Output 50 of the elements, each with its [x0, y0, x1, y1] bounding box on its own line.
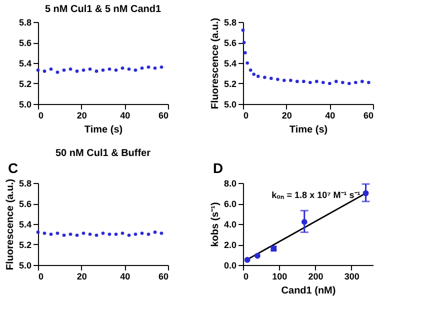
y-tick-label: 5.8 [224, 18, 236, 28]
point [254, 252, 260, 259]
y-axis-title: Fluorescence (a.u.) [210, 18, 221, 110]
y-tick-label: 5.6 [18, 199, 32, 209]
y-tick-label: 5.2 [18, 240, 32, 250]
x-tick-label: 40 [325, 110, 336, 120]
x-tick-label: 40 [120, 272, 130, 282]
text: D [213, 160, 224, 176]
y-tick-label: 5.4 [18, 220, 32, 230]
y-axis-title: kobs (s⁻¹) [210, 202, 221, 247]
y-tick-label: 2.0 [224, 240, 236, 250]
x-tick-label: 0 [244, 272, 249, 282]
y-tick-label: 5.4 [224, 58, 236, 68]
x-tick-label: 0 [38, 272, 44, 282]
x-tick-label: 60 [363, 110, 374, 120]
y-tick-label: 5.0 [224, 100, 236, 110]
x-tick-label: 100 [272, 272, 288, 282]
x-axis-title: Cand1 (nM) [281, 286, 336, 296]
x-tick-label: 40 [120, 110, 130, 120]
y-tick-label: 5.6 [18, 38, 32, 48]
y-tick-label: 5.4 [18, 58, 32, 68]
x-tick-label: 20 [282, 110, 292, 120]
x-tick-label: 60 [158, 272, 168, 282]
y-tick-label: 5.6 [224, 38, 236, 48]
annotation: kₒₙ = 1.8 x 10⁷ M⁻¹ s⁻¹ [272, 190, 360, 200]
y-axis-title: Fluorescence (a.u.) [4, 178, 16, 270]
y-tick-label: 0.0 [224, 260, 236, 270]
x-axis-title: Time (s) [289, 124, 328, 136]
y-tick-label: 5.8 [18, 178, 32, 188]
x-axis-title: Time (s) [84, 124, 123, 136]
point [244, 256, 250, 263]
x-tick-label: 20 [76, 110, 87, 120]
x-tick-label: 300 [344, 272, 360, 282]
y-tick-label: 5.0 [18, 100, 32, 110]
x-tick-label: 200 [308, 272, 324, 282]
x-tick-label: 0 [38, 110, 44, 120]
y-tick-label: 5.2 [224, 79, 236, 89]
y-tick-label: 5.0 [18, 260, 32, 270]
chart-title: 5 nM Cul1 & 5 nM Cand1 [44, 4, 162, 15]
y-tick-label: 8.0 [224, 178, 236, 188]
x-tick-label: 60 [158, 110, 168, 120]
x-tick-label: 20 [76, 272, 87, 282]
y-tick-label: 5.2 [18, 79, 32, 89]
text: C [8, 160, 18, 176]
x-tick-label: 0 [244, 110, 249, 120]
point [270, 246, 277, 252]
y-tick-label: 4.0 [224, 220, 236, 230]
y-tick-label: 5.8 [18, 18, 32, 28]
chart-title: 50 nM Cul1 & Buffer [55, 148, 151, 159]
y-tick-label: 6.0 [224, 199, 236, 209]
